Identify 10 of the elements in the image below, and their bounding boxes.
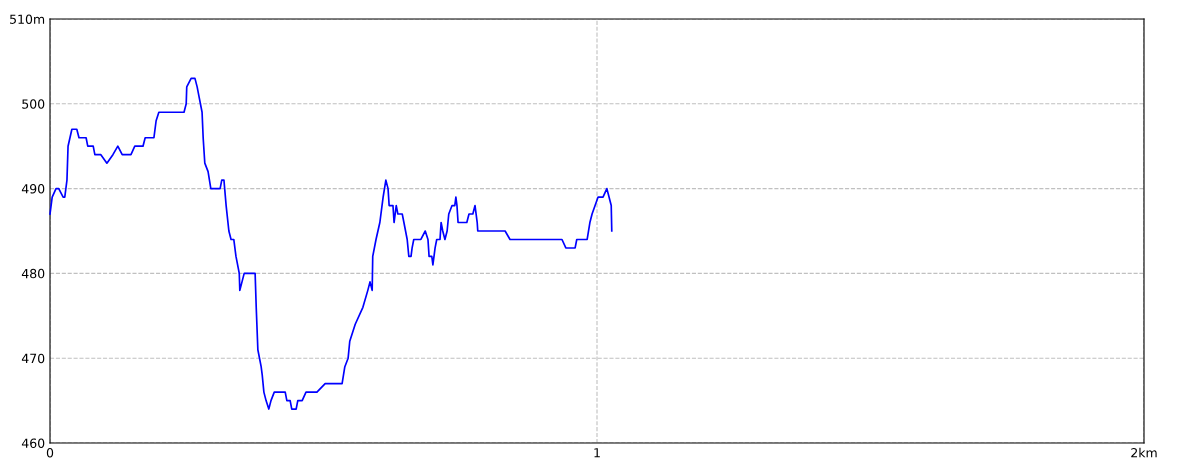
y-tick-label: 470 [21,353,45,364]
x-tick-label: 2km [1131,447,1157,458]
y-tick-label: 460 [21,438,45,448]
x-tick-label: 1 [594,448,600,458]
line-series [49,77,613,410]
y-tick-label: 500 [22,99,45,109]
y-tick-label: 510m [10,14,45,24]
y-tick-label: 490 [21,184,45,194]
y-tick-label: 480 [21,268,45,279]
x-tick-label: 0 [46,448,54,458]
